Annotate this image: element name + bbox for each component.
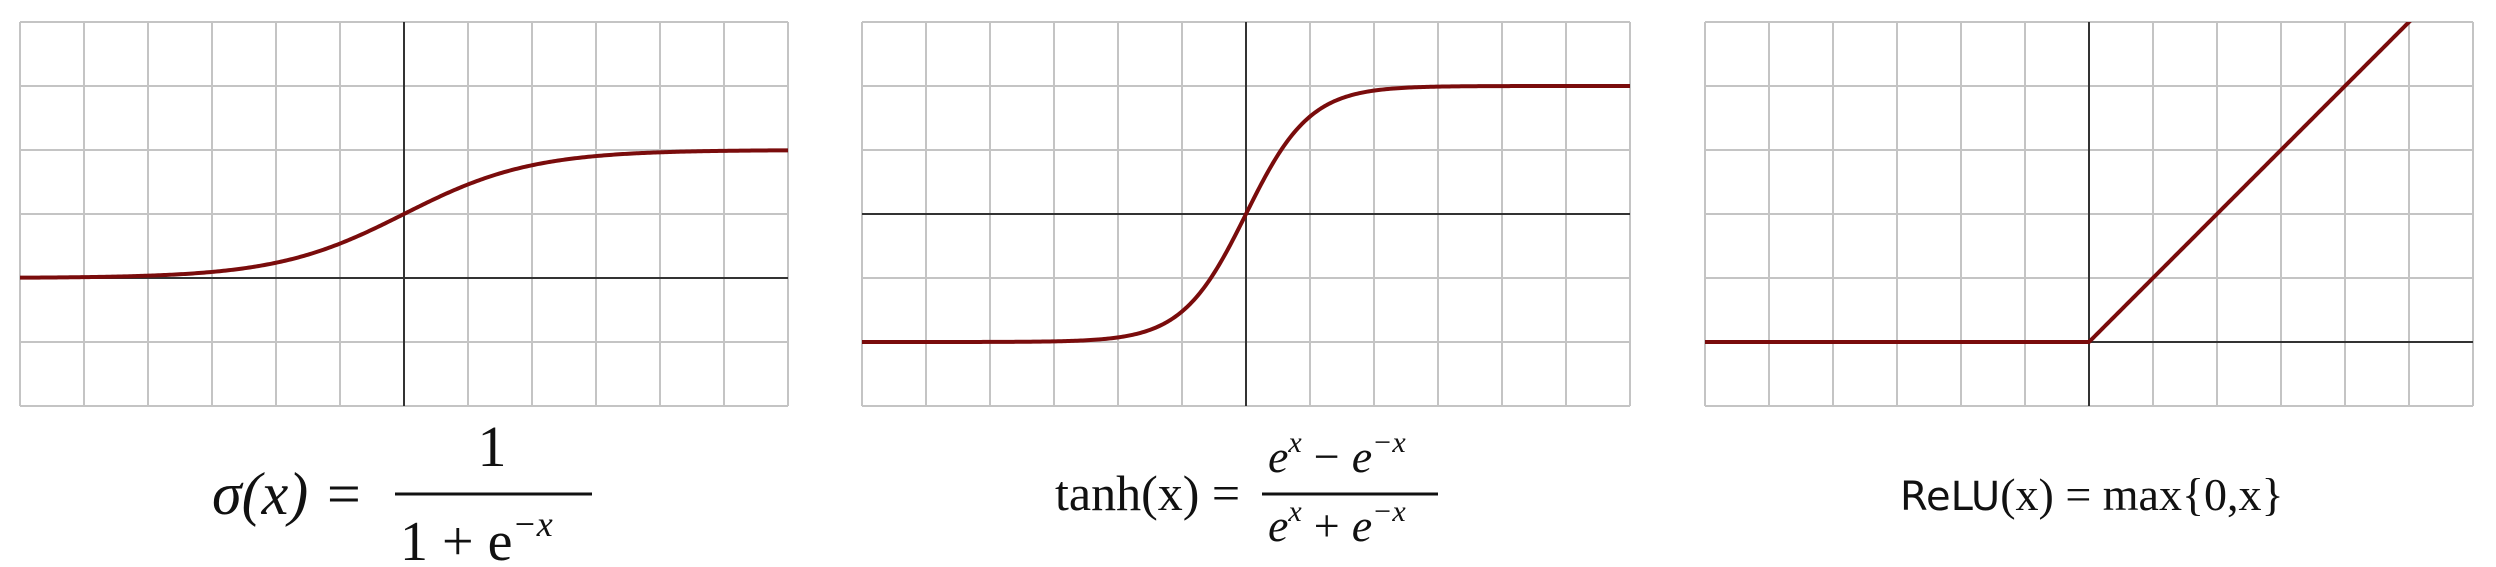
relu-plot: [1704, 21, 2474, 407]
sigmoid-formula: σ(x) = 1 1 + e−x: [212, 414, 592, 567]
tanh-formula-numerator: ex − e−x: [1268, 426, 1406, 482]
tanh-curve: [862, 84, 1630, 344]
sigmoid-curve: [20, 148, 788, 280]
sigmoid-formula-numerator: 1: [478, 414, 507, 479]
relu-formula: ReLU(x) = max{0,x}: [1900, 469, 2284, 520]
relu-panel: ReLU(x) = max{0,x}: [1704, 21, 2474, 520]
relu-definition: (x) = max{0,x}: [2000, 469, 2283, 520]
sigmoid-denominator-exponent: −x: [512, 504, 552, 544]
tanh-plot: [861, 21, 1631, 407]
tanh-formula-denominator: ex + e−x: [1268, 495, 1406, 551]
tanh-formula: tanh(x) = ex − e−x ex + e−x: [1055, 426, 1438, 551]
relu-name: ReLU: [1900, 474, 2000, 520]
sigmoid-panel: σ(x) = 1 1 + e−x: [19, 21, 789, 567]
tanh-formula-lhs: tanh(x) =: [1055, 465, 1240, 521]
sigmoid-plot: [19, 21, 789, 407]
sigmoid-formula-lhs: σ(x) =: [212, 461, 364, 527]
relu-formula-text: ReLU(x) = max{0,x}: [1900, 469, 2284, 520]
sigmoid-formula-denominator: 1 + e−x: [400, 504, 553, 567]
sigmoid-denominator-base: 1 + e: [400, 511, 512, 567]
relu-curve: [1705, 22, 2412, 344]
tanh-panel: tanh(x) = ex − e−x ex + e−x: [861, 21, 1631, 551]
